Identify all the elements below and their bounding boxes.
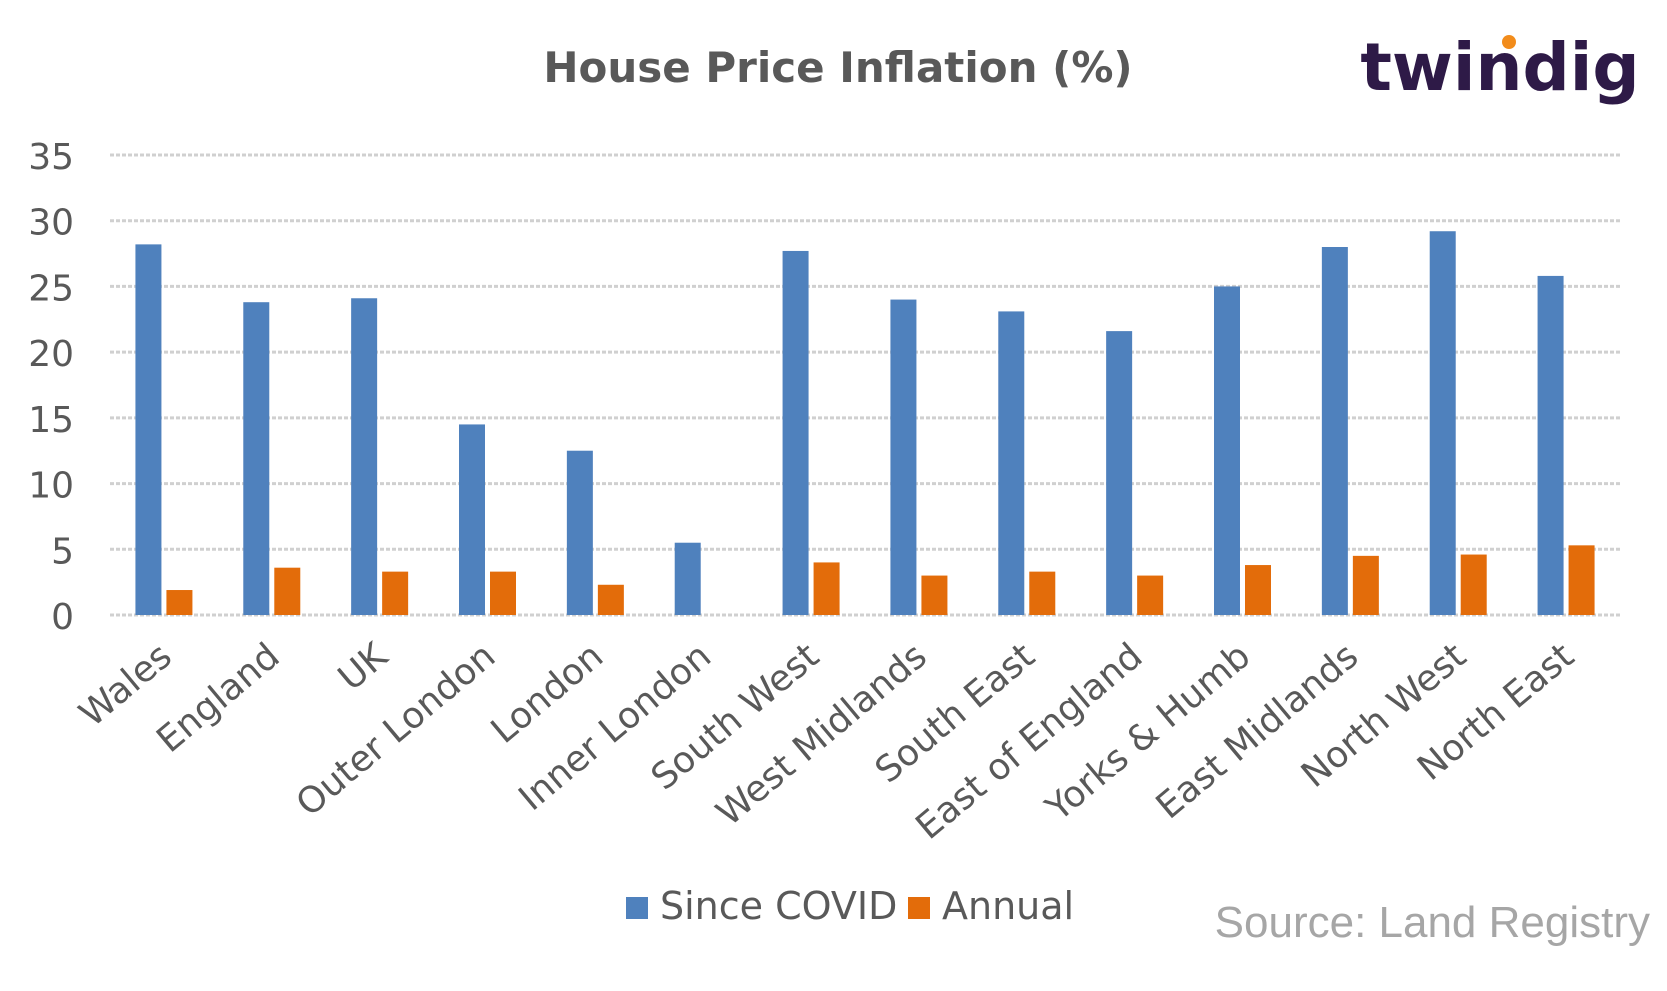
legend-swatch bbox=[626, 897, 648, 919]
logo-text: twindig bbox=[1360, 29, 1639, 106]
bar-since-covid bbox=[890, 299, 917, 615]
bar-annual bbox=[1245, 565, 1271, 615]
bar-annual bbox=[1568, 545, 1595, 615]
bar-since-covid bbox=[351, 298, 378, 615]
x-category-label: England bbox=[149, 635, 287, 760]
bar-annual bbox=[1352, 555, 1379, 615]
gridlines bbox=[110, 153, 1620, 617]
legend-label: Since COVID bbox=[660, 884, 897, 928]
logo: twindig bbox=[1360, 29, 1639, 106]
legend-label: Annual bbox=[942, 884, 1074, 928]
bar-since-covid bbox=[1214, 286, 1240, 615]
y-tick-label: 35 bbox=[28, 137, 74, 178]
logo-dot-icon bbox=[1502, 35, 1516, 49]
bar-annual bbox=[597, 584, 624, 615]
chart-title: House Price Inflation (%) bbox=[543, 43, 1132, 92]
source-note: Source: Land Registry bbox=[1215, 898, 1650, 947]
x-category-label: Inner London bbox=[511, 635, 719, 818]
y-tick-label: 5 bbox=[51, 531, 74, 572]
y-tick-label: 10 bbox=[28, 466, 74, 507]
y-tick-label: 25 bbox=[28, 268, 74, 309]
bar-annual bbox=[166, 590, 193, 615]
bar-since-covid bbox=[1106, 331, 1133, 615]
y-axis-ticks: 0 5 10 15 20 25 30 35 bbox=[28, 137, 74, 638]
bar-since-covid bbox=[1537, 275, 1564, 615]
bar-since-covid bbox=[998, 311, 1025, 615]
bar-since-covid bbox=[135, 244, 162, 615]
bar-annual bbox=[813, 562, 840, 615]
bar-since-covid bbox=[1429, 231, 1456, 615]
bar-since-covid bbox=[243, 302, 270, 615]
bar-since-covid bbox=[782, 250, 809, 615]
bar-annual bbox=[1137, 575, 1164, 615]
y-tick-label: 0 bbox=[51, 597, 74, 638]
x-category-label: Outer London bbox=[289, 635, 504, 824]
bar-since-covid bbox=[1321, 247, 1348, 615]
x-category-label: UK bbox=[331, 635, 397, 699]
y-tick-label: 20 bbox=[28, 334, 74, 375]
bar-annual bbox=[1460, 554, 1487, 615]
bar-annual bbox=[382, 571, 409, 615]
legend-swatch bbox=[908, 897, 930, 919]
legend: Since COVID Annual bbox=[626, 884, 1074, 928]
bar-annual bbox=[490, 571, 516, 615]
bar-since-covid bbox=[459, 424, 485, 615]
y-tick-label: 15 bbox=[28, 400, 74, 441]
bar-since-covid bbox=[566, 450, 593, 615]
bars bbox=[135, 231, 1595, 615]
bar-annual bbox=[1029, 571, 1056, 615]
bar-since-covid bbox=[674, 542, 701, 615]
y-tick-label: 30 bbox=[28, 203, 74, 244]
bar-annual bbox=[921, 575, 948, 615]
bar-annual bbox=[274, 567, 301, 615]
